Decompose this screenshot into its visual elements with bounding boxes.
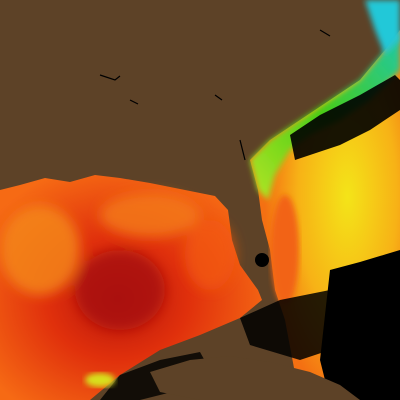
warm-patch (0, 205, 80, 295)
rivers (99, 29, 331, 161)
cloud-cover (100, 75, 400, 400)
warm-patch (100, 193, 200, 237)
river (99, 74, 121, 81)
gulf-stream (271, 195, 299, 305)
cuba (150, 356, 360, 400)
cloud (290, 75, 400, 160)
cool-patch (85, 373, 115, 387)
river (319, 29, 331, 37)
cloud (240, 290, 345, 360)
lake-okeechobee (255, 253, 269, 267)
cold-shelf-water (365, 0, 400, 55)
gulf-texture (0, 193, 235, 330)
warm-core (75, 250, 165, 330)
warm-patch (185, 220, 235, 290)
river (239, 139, 246, 161)
river (214, 94, 223, 101)
river (129, 99, 139, 105)
cloud (320, 250, 400, 400)
